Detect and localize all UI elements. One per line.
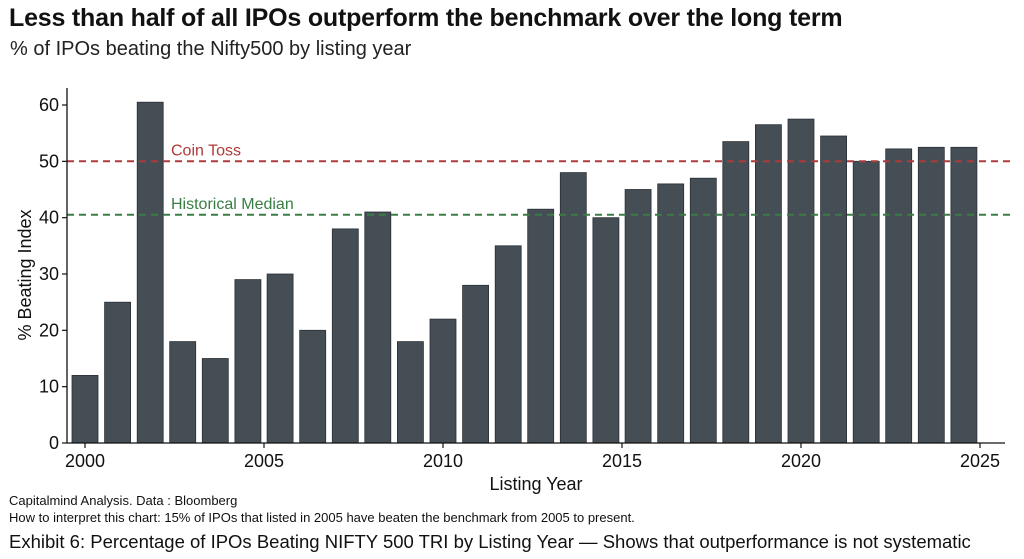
y-tick-label: 40 xyxy=(39,208,59,228)
bar xyxy=(559,172,587,444)
bar xyxy=(689,177,717,444)
bar xyxy=(592,217,620,444)
bar xyxy=(787,118,815,444)
bar xyxy=(755,124,782,444)
reference-line-label: Coin Toss xyxy=(171,142,241,159)
x-tick-label: 2010 xyxy=(423,451,463,471)
y-tick-label: 20 xyxy=(39,320,59,340)
y-axis-title: % Beating Index xyxy=(15,209,35,340)
bar xyxy=(527,208,555,444)
reference-line-label: Historical Median xyxy=(171,196,294,213)
bar xyxy=(136,101,164,444)
bar xyxy=(299,329,327,444)
x-tick-label: 2025 xyxy=(960,451,1000,471)
y-tick-label: 50 xyxy=(39,151,59,171)
reference-lines-group: Coin Toss Historical Median xyxy=(67,142,1015,216)
bar xyxy=(494,245,522,444)
chart-subtitle: % of IPOs beating the Nifty500 by listin… xyxy=(10,38,412,60)
bar xyxy=(885,148,913,444)
bar xyxy=(917,146,945,444)
bar xyxy=(331,228,359,444)
bar xyxy=(201,358,229,444)
y-tick-label: 60 xyxy=(39,95,59,115)
bar xyxy=(71,374,99,444)
bar xyxy=(364,211,392,444)
bar xyxy=(396,341,424,444)
bar xyxy=(852,160,880,444)
bar xyxy=(722,141,750,444)
bar xyxy=(820,135,847,444)
bars-group xyxy=(71,101,978,444)
bar xyxy=(104,301,131,444)
y-ticks-group: 0 10 20 30 40 50 60 xyxy=(39,95,67,453)
bar xyxy=(950,146,978,444)
y-tick-label: 0 xyxy=(49,433,59,453)
x-axis-title: Listing Year xyxy=(489,474,582,494)
bar xyxy=(624,189,652,444)
x-ticks-group: 2000 2005 2010 2015 2020 2025 xyxy=(65,443,1000,471)
y-tick-label: 30 xyxy=(39,264,59,284)
exhibit-caption: Exhibit 6: Percentage of IPOs Beating NI… xyxy=(9,531,971,552)
source-note: Capitalmind Analysis. Data : Bloomberg xyxy=(9,493,238,508)
bar xyxy=(657,183,685,444)
bar xyxy=(234,279,262,444)
x-tick-label: 2020 xyxy=(781,451,821,471)
interpretation-note: How to interpret this chart: 15% of IPOs… xyxy=(9,510,635,525)
y-tick-label: 10 xyxy=(39,377,59,397)
bar xyxy=(462,284,490,444)
bar xyxy=(169,341,197,444)
bar xyxy=(266,273,294,444)
x-tick-label: 2005 xyxy=(244,451,284,471)
x-tick-label: 2015 xyxy=(602,451,642,471)
x-tick-label: 2000 xyxy=(65,451,105,471)
bar xyxy=(429,318,457,444)
chart-title: Less than half of all IPOs outperform th… xyxy=(9,4,843,32)
